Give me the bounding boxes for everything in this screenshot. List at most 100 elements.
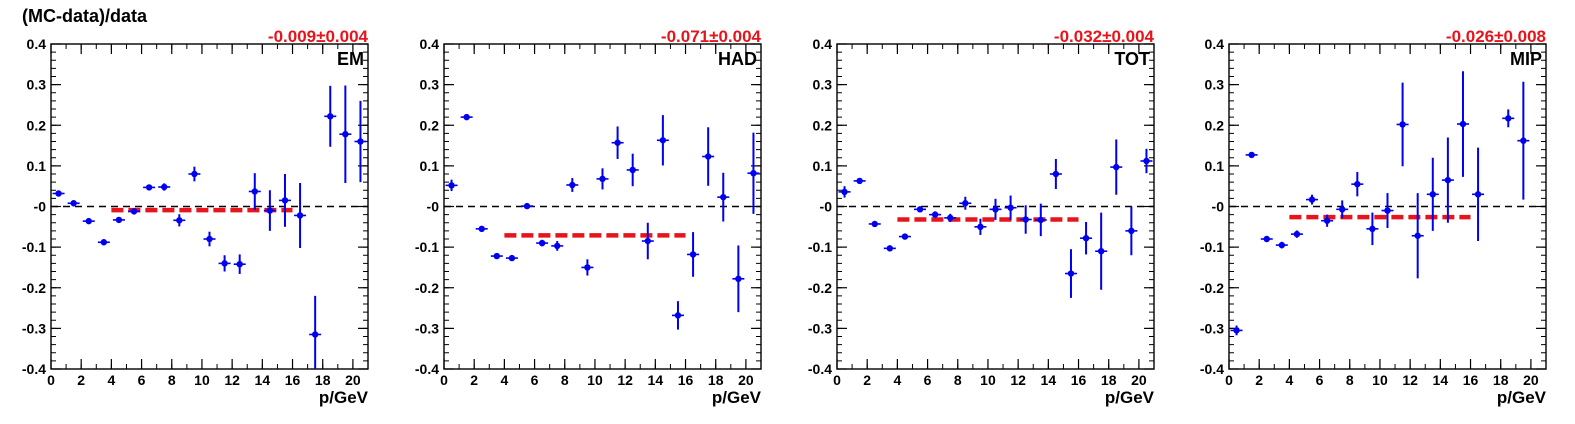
data-point [1037,216,1044,224]
x-tick-label: 10 [194,372,210,388]
y-tick-label: 0.1 [27,158,47,174]
x-tick-label: 8 [561,372,569,388]
data-point [704,153,712,160]
data-point [448,182,455,189]
x-axis-label: p/GeV [712,388,762,407]
y-tick-label: 0.3 [813,77,833,93]
data-point [1323,217,1331,224]
data-point [251,188,258,195]
data-point [463,113,470,121]
x-tick-label: 20 [345,372,361,388]
data-point [296,212,304,219]
y-tick-label: -0.3 [415,320,439,336]
x-tick-label: 8 [1346,372,1354,388]
data-point [191,170,198,178]
data-point [735,275,742,283]
data-point [357,138,364,145]
data-point [1052,170,1060,178]
x-axis-label: p/GeV [1497,388,1547,407]
data-point [1022,216,1029,223]
data-point [856,177,863,185]
data-point [1520,137,1527,144]
data-point [1474,191,1482,198]
panel-label: EM [337,49,364,69]
panel-label: MIP [1510,49,1542,69]
data-point [569,181,576,189]
x-tick-label: 2 [863,372,871,388]
y-tick-label: 0.3 [1205,77,1225,93]
data-point [508,254,516,262]
data-point [1354,180,1361,188]
x-tick-label: 6 [138,372,146,388]
data-point [1128,227,1135,235]
data-point [1113,163,1120,171]
x-tick-label: 12 [224,372,240,388]
x-tick-label: 12 [1402,372,1418,388]
data-point [599,175,606,183]
x-tick-label: 6 [924,372,932,388]
y-tick-label: -0.1 [415,239,439,255]
data-point [176,217,183,224]
data-point [947,214,954,222]
y-tick-label: -0.2 [808,280,832,296]
x-tick-label: 0 [47,372,55,388]
y-tick-label: 0.4 [1205,36,1225,52]
y-tick-label: 0.1 [1205,158,1225,174]
data-point [236,260,243,268]
x-tick-label: 6 [531,372,539,388]
data-point [1097,247,1105,255]
y-tick-label: 0.2 [813,117,833,133]
data-point [493,252,501,260]
data-point [1308,196,1316,203]
data-point [1384,207,1391,214]
x-tick-label: 2 [1255,372,1263,388]
data-point [281,197,289,204]
x-tick-label: 2 [77,372,85,388]
data-point [841,188,848,196]
data-point [1369,225,1376,233]
y-tick-label: -0 [820,199,833,215]
y-tick-label: -0.2 [415,280,439,296]
y-tick-label: -0.4 [415,361,439,377]
x-tick-label: 20 [1523,372,1539,388]
data-point [221,260,228,267]
fit-result-label: -0.071±0.004 [661,27,762,46]
data-point [1067,270,1075,277]
data-point [342,130,349,138]
x-tick-label: 18 [708,372,724,388]
data-point [1414,232,1421,239]
panel-label: HAD [718,49,757,69]
data-point [115,216,123,224]
x-tick-label: 14 [648,372,664,388]
x-tick-label: 16 [1463,372,1479,388]
data-point [992,206,999,213]
data-point [1444,176,1452,184]
x-tick-label: 12 [1010,372,1026,388]
data-point [962,200,969,207]
data-point [206,235,213,243]
data-point [629,166,636,174]
x-tick-label: 14 [255,372,271,388]
x-tick-label: 20 [1131,372,1147,388]
y-tick-label: -0.4 [22,361,46,377]
data-point [1505,115,1512,122]
x-tick-label: 16 [1071,372,1087,388]
x-tick-label: 20 [738,372,754,388]
data-point [1399,121,1406,128]
x-tick-label: 18 [1493,372,1509,388]
y-tick-label: 0.4 [27,36,47,52]
data-point [130,208,138,215]
data-point [720,193,727,201]
data-point [750,169,757,177]
data-point [327,113,334,120]
x-tick-label: 12 [617,372,633,388]
data-point [1459,120,1467,128]
data-point [614,139,621,146]
y-tick-label: 0.2 [420,117,440,133]
fit-result-label: -0.009±0.004 [268,27,369,46]
data-point [931,211,939,218]
x-tick-label: 0 [833,372,841,388]
data-point [1082,234,1090,242]
